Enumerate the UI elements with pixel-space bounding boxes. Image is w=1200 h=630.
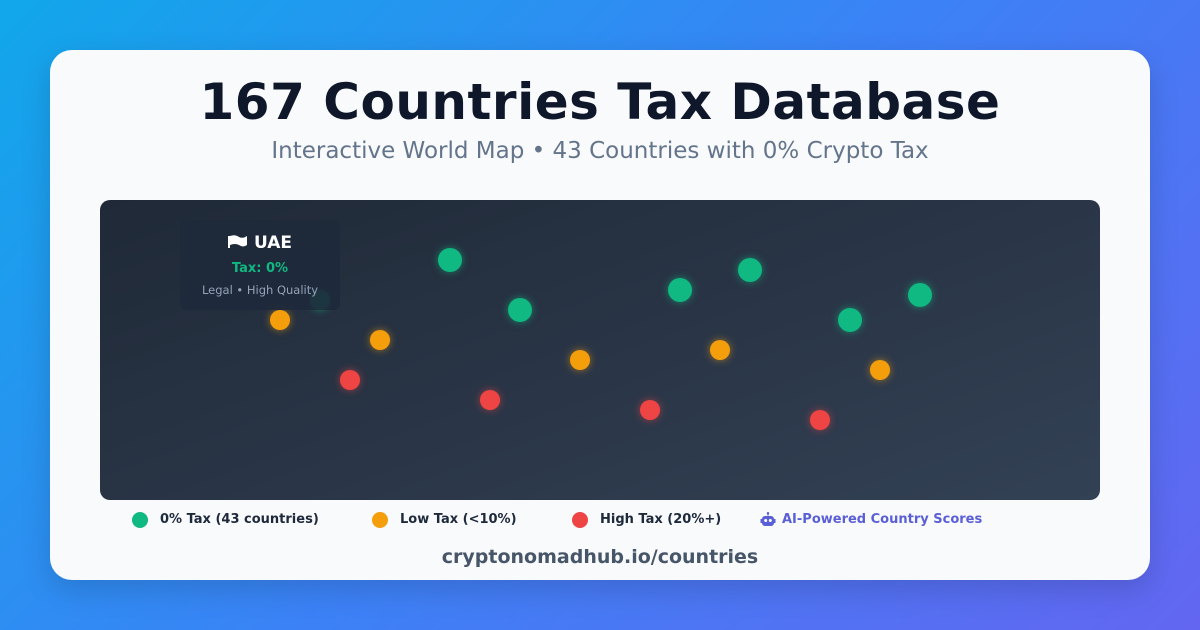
- legend-swatch-amber: [372, 512, 388, 528]
- tooltip-country: UAE: [180, 233, 340, 253]
- country-marker-zero-tax[interactable]: [908, 283, 932, 307]
- legend-low-tax: Low Tax (<10%): [372, 510, 532, 530]
- country-marker-zero-tax[interactable]: [668, 278, 692, 302]
- legend-label: Low Tax (<10%): [400, 512, 517, 527]
- tooltip-tax: Tax: 0%: [231, 261, 289, 276]
- country-marker-low-tax[interactable]: [370, 330, 390, 350]
- legend-label[interactable]: AI-Powered Country Scores: [782, 512, 983, 527]
- country-marker-low-tax[interactable]: [870, 360, 890, 380]
- country-tooltip: UAE Tax: 0% Legal • High Quality: [180, 220, 340, 310]
- tooltip-meta: Legal • High Quality: [201, 283, 319, 297]
- robot-icon: [760, 512, 776, 528]
- page-subtitle: Interactive World Map • 43 Countries wit…: [271, 138, 929, 164]
- country-marker-zero-tax[interactable]: [738, 258, 762, 282]
- country-marker-high-tax[interactable]: [640, 400, 660, 420]
- legend-label: High Tax (20%+): [600, 512, 722, 527]
- legend-high-tax: High Tax (20%+): [572, 510, 732, 530]
- flag-icon: [227, 234, 248, 248]
- tooltip-country-name: UAE: [253, 233, 293, 253]
- country-marker-zero-tax[interactable]: [838, 308, 862, 332]
- legend-label: 0% Tax (43 countries): [160, 512, 319, 527]
- card: 167 Countries Tax Database Interactive W…: [50, 50, 1150, 580]
- country-marker-low-tax[interactable]: [270, 310, 290, 330]
- country-marker-low-tax[interactable]: [710, 340, 730, 360]
- world-map[interactable]: UAE Tax: 0% Legal • High Quality: [100, 200, 1100, 500]
- country-marker-zero-tax[interactable]: [508, 298, 532, 322]
- country-marker-high-tax[interactable]: [810, 410, 830, 430]
- country-marker-zero-tax[interactable]: [438, 248, 462, 272]
- country-marker-high-tax[interactable]: [340, 370, 360, 390]
- country-marker-high-tax[interactable]: [480, 390, 500, 410]
- legend-swatch-green: [132, 512, 148, 528]
- legend-swatch-red: [572, 512, 588, 528]
- legend-zero-tax: 0% Tax (43 countries): [132, 510, 332, 530]
- country-marker-low-tax[interactable]: [570, 350, 590, 370]
- legend-ai-scores[interactable]: AI-Powered Country Scores: [760, 510, 1000, 530]
- page-title: 167 Countries Tax Database: [199, 73, 1001, 131]
- footer-url[interactable]: cryptonomadhub.io/countries: [441, 546, 759, 568]
